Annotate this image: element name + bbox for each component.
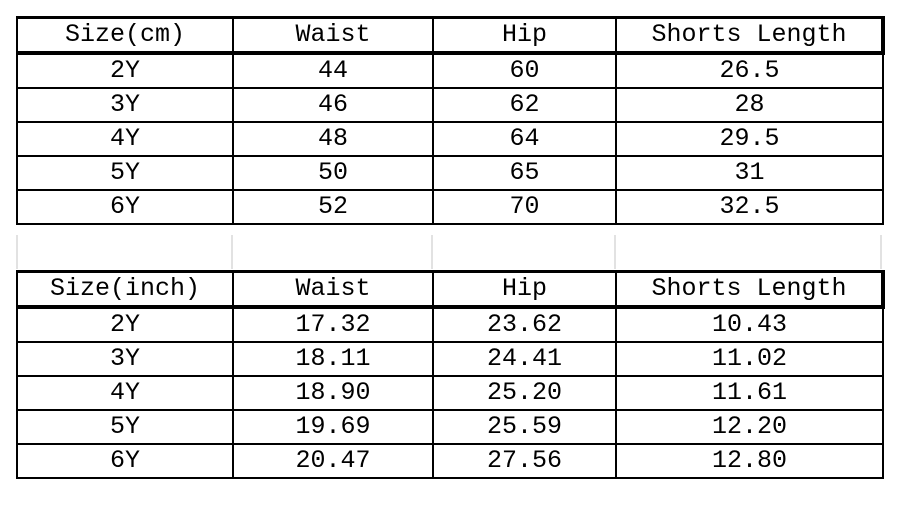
table-cell: 2Y: [16, 52, 234, 89]
table-cell: 4Y: [16, 375, 234, 411]
table-cell: 2Y: [16, 306, 234, 343]
header-cell: Size(inch): [16, 270, 234, 309]
table-cell: 20.47: [232, 443, 434, 479]
table-cell: 18.90: [232, 375, 434, 411]
table-cell: 27.56: [432, 443, 617, 479]
table-cell: 48: [232, 121, 434, 157]
table-row: 4Y 48 64 29.5: [16, 121, 884, 157]
size-table-cm: Size(cm) Waist Hip Shorts Length 2Y 44 60 26.5 3…: [16, 16, 885, 225]
table-cell: 60: [432, 52, 617, 89]
table-cell: 44: [232, 52, 434, 89]
header-cell: Waist: [232, 270, 434, 309]
table-cell: 17.32: [232, 306, 434, 343]
table-cell: 52: [232, 189, 434, 225]
table-cell: 19.69: [232, 409, 434, 445]
table-cell: 50: [232, 155, 434, 191]
table-cell: 6Y: [16, 189, 234, 225]
table-cell: 4Y: [16, 121, 234, 157]
spacer-row: [16, 235, 882, 269]
table-cell: 11.02: [615, 341, 884, 377]
table-cell: 64: [432, 121, 617, 157]
table-cell: 25.59: [432, 409, 617, 445]
table-cell: 65: [432, 155, 617, 191]
table-cell: 46: [232, 87, 434, 123]
table-cell: 32.5: [615, 189, 884, 225]
table-cell: 3Y: [16, 341, 234, 377]
table-cell: 12.80: [615, 443, 884, 479]
header-cell: Shorts Length: [615, 16, 885, 55]
table-row: 4Y 18.90 25.20 11.61: [16, 375, 884, 411]
size-table-inch: Size(inch) Waist Hip Shorts Length 2Y 17.32 23…: [16, 270, 885, 479]
header-cell: Hip: [432, 16, 617, 55]
table-cell: 3Y: [16, 87, 234, 123]
table-row: 2Y 44 60 26.5: [16, 52, 884, 89]
header-cell: Hip: [432, 270, 617, 309]
table-cell: 25.20: [432, 375, 617, 411]
table-cell: 5Y: [16, 409, 234, 445]
table-cell: 18.11: [232, 341, 434, 377]
table-cell: 6Y: [16, 443, 234, 479]
table-cell: 11.61: [615, 375, 884, 411]
table-cell: 29.5: [615, 121, 884, 157]
table-row: 6Y 52 70 32.5: [16, 189, 884, 225]
table-cell: 26.5: [615, 52, 884, 89]
table-cell: 12.20: [615, 409, 884, 445]
header-row: Size(cm) Waist Hip Shorts Length: [16, 16, 885, 55]
table-cell: 5Y: [16, 155, 234, 191]
header-cell: Shorts Length: [615, 270, 885, 309]
table-cell: 31: [615, 155, 884, 191]
table-row: 5Y 19.69 25.59 12.20: [16, 409, 884, 445]
table-row: 3Y 46 62 28: [16, 87, 884, 123]
table-cell: 23.62: [432, 306, 617, 343]
table-row: 5Y 50 65 31: [16, 155, 884, 191]
header-cell: Waist: [232, 16, 434, 55]
table-row: 6Y 20.47 27.56 12.80: [16, 443, 884, 479]
table-cell: 24.41: [432, 341, 617, 377]
table-cell: 10.43: [615, 306, 884, 343]
table-cell: 28: [615, 87, 884, 123]
table-row: 2Y 17.32 23.62 10.43: [16, 306, 884, 343]
table-cell: 70: [432, 189, 617, 225]
header-row: Size(inch) Waist Hip Shorts Length: [16, 270, 885, 309]
table-cell: 62: [432, 87, 617, 123]
table-row: 3Y 18.11 24.41 11.02: [16, 341, 884, 377]
header-cell: Size(cm): [16, 16, 234, 55]
